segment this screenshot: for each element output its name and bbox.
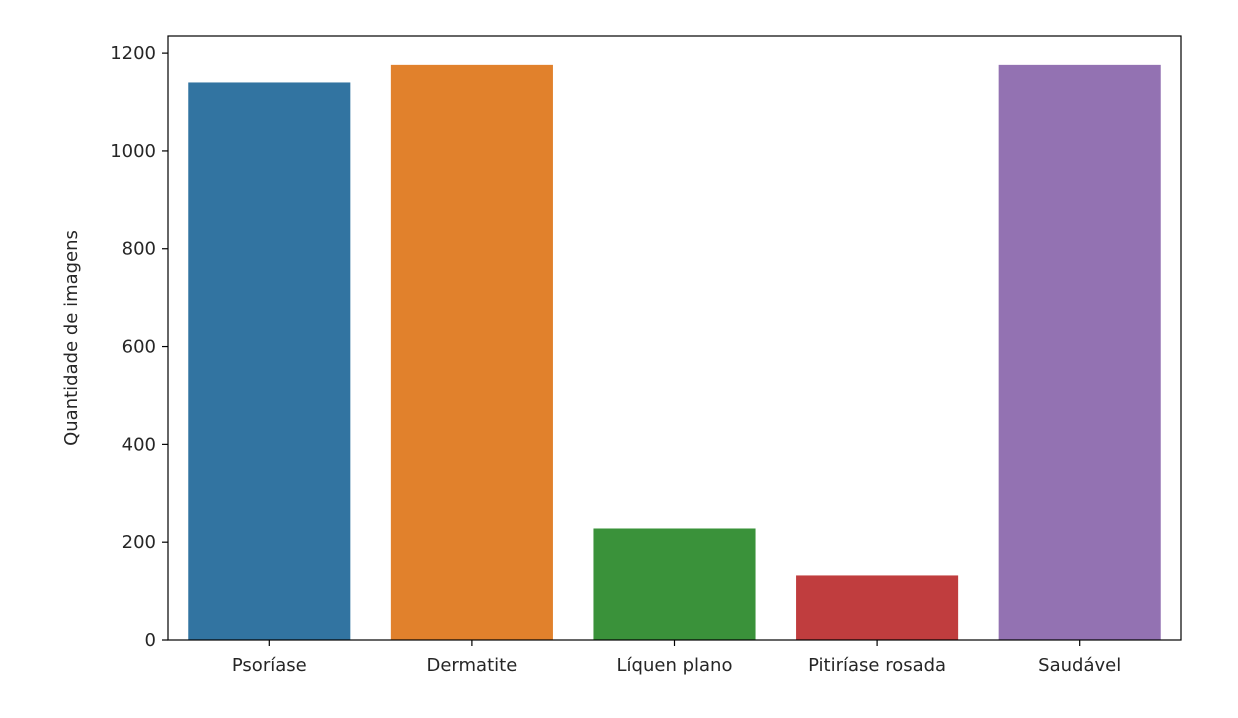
x-tick-label-1: Dermatite	[427, 655, 518, 676]
x-tick-label-3: Pitiríase rosada	[808, 655, 946, 676]
y-tick-label-4: 800	[122, 239, 156, 260]
bar-1	[390, 64, 553, 641]
x-tick-label-2: Líquen plano	[617, 655, 733, 676]
y-tick-label-6: 1200	[110, 43, 156, 64]
bar-3	[796, 575, 959, 640]
y-tick-label-3: 600	[122, 337, 156, 358]
y-tick-label-5: 1000	[110, 141, 156, 162]
x-tick-label-4: Saudável	[1038, 655, 1121, 676]
bar-4	[998, 64, 1161, 641]
bars-layer	[188, 64, 1161, 641]
bar-2	[593, 528, 756, 640]
y-axis-label: Quantidade de imagens	[61, 230, 82, 446]
y-tick-label-0: 0	[145, 630, 156, 651]
bar-0	[188, 82, 351, 640]
y-tick-label-1: 200	[122, 532, 156, 553]
ticks-layer: Psoríase Dermatite Líquen plano Pitiríase r…	[110, 43, 1121, 676]
x-tick-label-0: Psoríase	[232, 655, 307, 676]
y-tick-label-2: 400	[122, 434, 156, 455]
